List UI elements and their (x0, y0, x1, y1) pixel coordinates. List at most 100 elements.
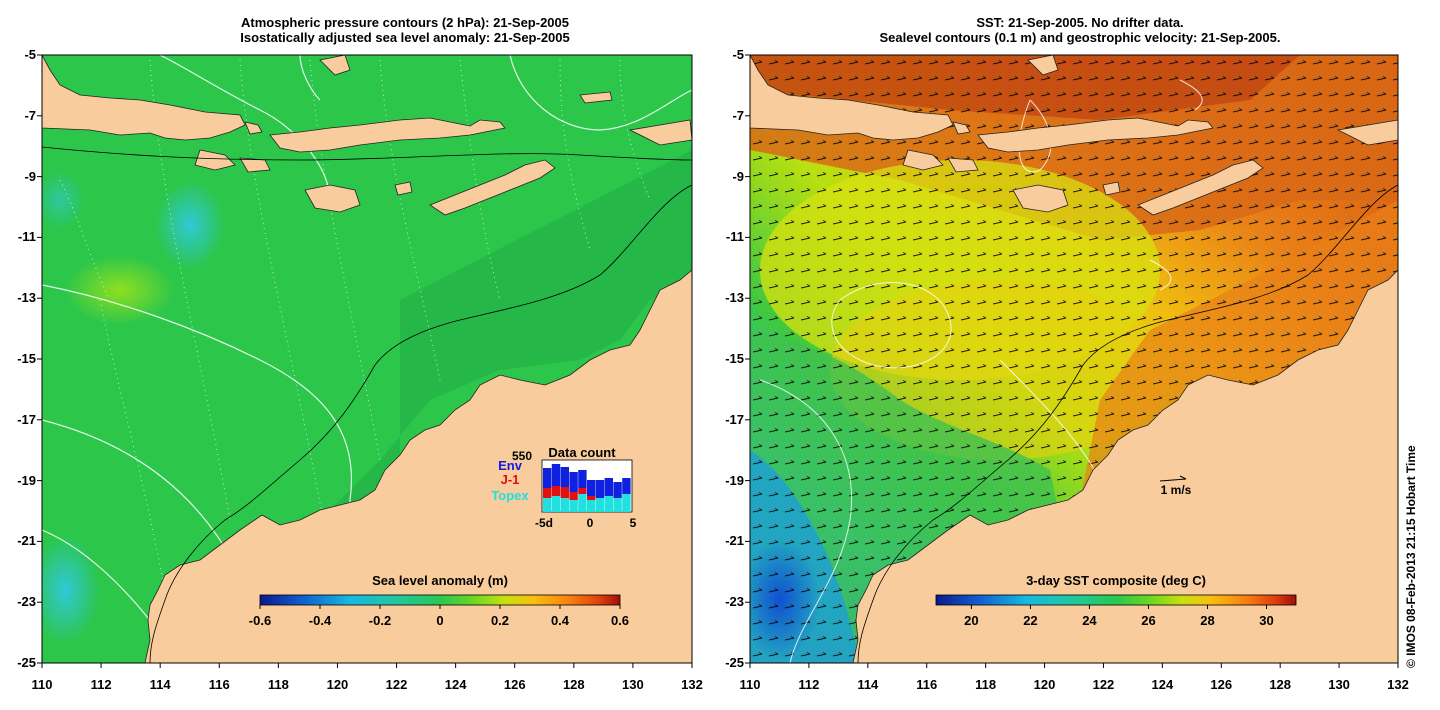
sla-colorbar-tick-label: -0.6 (249, 613, 271, 628)
sst-colorbar-tick-label: 28 (1200, 613, 1214, 628)
inset-bar-segment (569, 492, 578, 500)
inset-bar-segment (578, 494, 587, 512)
right-land (750, 55, 1398, 663)
left-lon-tick-label: 112 (90, 677, 112, 692)
inset-bar-segment (604, 496, 613, 512)
right-lon-tick-label: 116 (916, 677, 938, 692)
inset-bar-segment (551, 486, 561, 496)
inset-bar-segment (622, 494, 631, 512)
right-lon-tick-label: 110 (739, 677, 761, 692)
inset-xtick-0: -5d (535, 516, 553, 530)
right-lon-tick-label: 126 (1210, 677, 1233, 692)
left-lat-tick-label: -15 (17, 351, 36, 366)
right-lat-tick-label: -25 (725, 655, 744, 670)
sst-colorbar-tick-label: 20 (964, 613, 978, 628)
inset-bar-segment (587, 496, 596, 500)
sst-colorbar-tick-label: 24 (1082, 613, 1097, 628)
inset-bar-segment (578, 488, 587, 494)
inset-bar-segment (587, 480, 596, 496)
left-lat-tick-label: -17 (17, 411, 36, 427)
right-lat-tick-label: -15 (725, 351, 744, 366)
left-map (42, 55, 692, 663)
right-lon-tick-label: 128 (1269, 677, 1292, 692)
right-lat-tick-label: -11 (725, 229, 744, 245)
sla-colorbar-tick-label: 0.4 (551, 613, 570, 628)
sst-colorbar-ticks: 20 22 24 26 28 30 (964, 605, 1274, 628)
sla-high-blob (155, 180, 225, 270)
sla-colorbar-tick-label: -0.4 (309, 613, 332, 628)
inset-bar-segment (560, 498, 569, 512)
right-map (750, 55, 1398, 663)
left-lon-tick-label: 114 (149, 677, 171, 692)
right-sealevel-contours (759, 79, 1203, 663)
legend-topex: Topex (491, 488, 529, 503)
right-lat-tick-label: -5 (732, 47, 744, 62)
right-lat-tick-label: -19 (725, 472, 744, 488)
right-lat-tick-label: -21 (725, 533, 744, 549)
legend-env: Env (498, 458, 523, 473)
right-lon-tick-label: 124 (1151, 677, 1174, 692)
sla-colorbar-tick-label: 0.2 (491, 613, 509, 628)
right-title-line2: Sealevel contours (0.1 m) and geostrophi… (879, 30, 1281, 45)
right-lon-tick-label: 112 (798, 677, 820, 692)
inset-bar-segment (587, 500, 596, 512)
inset-bar-segment (604, 478, 613, 496)
left-lon-tick-label: 128 (562, 677, 585, 692)
data-count-max-label: 550 (512, 449, 532, 463)
right-lon-tick-label: 122 (1092, 677, 1115, 692)
inset-bar-segment (543, 498, 552, 512)
right-lat-tick-label: -7 (732, 107, 744, 123)
right-lon-tick-label: 132 (1387, 677, 1409, 692)
left-dotted-contours (59, 59, 651, 621)
inset-bar-segment (543, 488, 552, 498)
inset-bar-segment (551, 464, 561, 486)
inset-bar-segment (595, 498, 605, 512)
sla-colorbar (259, 594, 621, 606)
inset-bar-segment (551, 496, 561, 512)
sla-colorbar-tick-label: 0.6 (611, 613, 629, 628)
left-lon-tick-label: 124 (444, 677, 467, 692)
left-lon-tick-label: 122 (385, 677, 408, 692)
left-lat-tick-label: -11 (17, 229, 36, 245)
sla-cyan-blob-south (42, 535, 100, 645)
right-shelf-contour (857, 184, 1398, 663)
left-lon-tick-label: 132 (681, 677, 703, 692)
inset-bar-segment (560, 487, 569, 498)
inset-bar-segment (560, 467, 569, 487)
left-lat-tick-label: -23 (17, 594, 36, 610)
left-lat-tick-label: -7 (24, 107, 36, 123)
left-lon-tick-label: 130 (622, 677, 644, 692)
sst-colorbar-tick-label: 26 (1141, 613, 1155, 628)
sla-colorbar-tick-label: 0 (436, 613, 443, 628)
sst-colorbar-label: 3-day SST composite (deg C) (1026, 573, 1206, 588)
sla-lime-blob (65, 255, 175, 325)
velocity-scale: 1 m/s (1159, 475, 1192, 497)
left-lat-tick-label: -19 (17, 472, 36, 488)
left-lat-tick-label: -9 (24, 168, 36, 184)
left-lon-tick-label: 126 (503, 677, 526, 692)
velocity-scale-label: 1 m/s (1161, 483, 1192, 497)
left-lat-tick-label: -13 (17, 290, 36, 306)
left-land (42, 55, 692, 663)
left-lon-tick-label: 120 (326, 677, 349, 692)
left-lat-tick-label: -21 (17, 533, 36, 549)
imos-credit: © IMOS 08-Feb-2013 21:15 Hobart Time (1404, 445, 1418, 668)
left-lat-tick-label: -25 (17, 655, 36, 670)
sla-colorbar-tick-label: -0.2 (369, 613, 391, 628)
left-lon-tick-label: 110 (31, 677, 53, 692)
right-lon-tick-label: 118 (975, 677, 997, 692)
inset-bar-segment (569, 500, 578, 512)
right-lat-tick-label: -9 (732, 168, 744, 184)
legend-j1: J-1 (501, 472, 520, 487)
left-title-line1: Atmospheric pressure contours (2 hPa): 2… (241, 15, 569, 30)
right-lon-tick-label: 130 (1328, 677, 1350, 692)
left-title-line2: Isostatically adjusted sea level anomaly… (240, 30, 570, 45)
inset-xtick-1: 0 (587, 516, 594, 530)
inset-bar-segment (569, 472, 578, 492)
sst-colorbar-tick-label: 22 (1023, 613, 1037, 628)
data-count-inset: Data count 550 Env J-1 Topex -5d 0 5 (491, 445, 636, 530)
inset-bar-segment (613, 498, 622, 512)
left-lon-tick-label: 116 (208, 677, 230, 692)
right-lon-tick-label: 120 (1033, 677, 1056, 692)
